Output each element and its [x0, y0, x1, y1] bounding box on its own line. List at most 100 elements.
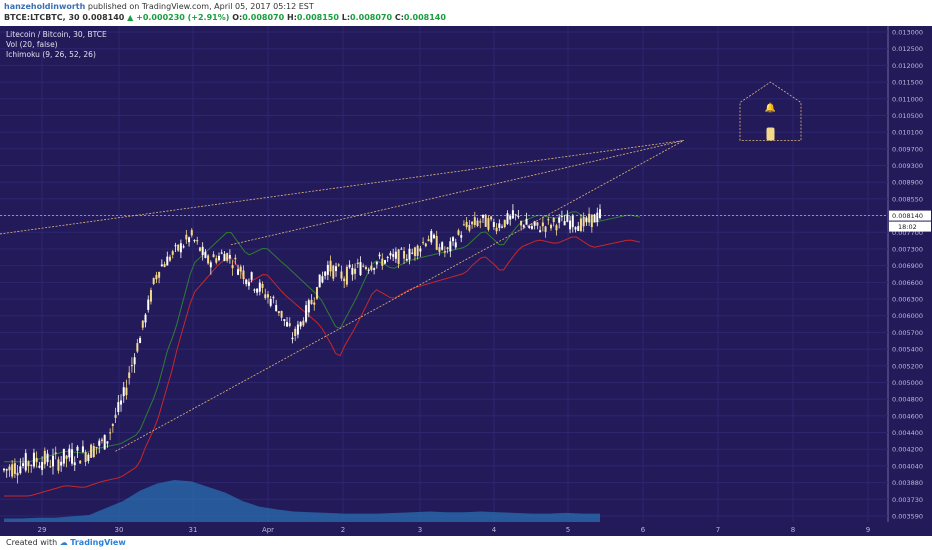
candle-body: [574, 227, 577, 230]
candle-body: [130, 364, 133, 367]
candle-body: [41, 462, 44, 470]
candle-body: [198, 247, 201, 251]
candle-body: [24, 453, 27, 471]
candle-body: [223, 253, 226, 262]
candle-body: [32, 452, 35, 467]
candle-body: [536, 222, 539, 226]
candle-body: [275, 305, 278, 312]
candle-body: [171, 251, 174, 255]
price-tick-label: 0.004800: [892, 396, 923, 404]
candle-body: [98, 440, 101, 446]
candle-body: [408, 248, 411, 260]
candle-body: [179, 243, 182, 253]
candle-body: [315, 287, 318, 299]
candle-body: [38, 465, 41, 468]
candle-body: [318, 274, 321, 288]
candle-body: [280, 310, 283, 318]
candle-body: [185, 234, 188, 240]
candle-body: [90, 444, 93, 458]
candle-body: [152, 278, 155, 284]
candle-body: [446, 247, 449, 249]
candle-body: [188, 237, 191, 243]
tradingview-brand[interactable]: TradingView: [70, 538, 126, 547]
candle-body: [544, 226, 547, 232]
candle-body: [375, 261, 378, 265]
candle-body: [307, 300, 310, 313]
candle-body: [424, 243, 427, 247]
candle-body: [302, 320, 305, 326]
candle-body: [419, 248, 422, 252]
alert-zone[interactable]: 🔔: [739, 81, 802, 141]
price-tick-label: 0.006600: [892, 279, 923, 287]
candle-body: [514, 214, 517, 216]
price-tick-label: 0.011000: [892, 95, 923, 103]
candle-body: [209, 262, 212, 268]
candle-body: [571, 215, 574, 228]
price-tick-label: 0.013000: [892, 29, 923, 37]
candle-body: [356, 262, 359, 264]
candle-body: [27, 461, 30, 467]
time-axis[interactable]: 29 30 31 Apr 2 3 4 5 6 7 8 9: [38, 526, 871, 534]
candle-body: [5, 469, 8, 471]
candle-body: [522, 225, 525, 228]
candle-body: [435, 235, 438, 250]
author-link[interactable]: hanzeholdinworth: [4, 2, 86, 11]
price-tick-label: 0.005200: [892, 362, 923, 370]
tradingview-logo-icon: ☁: [59, 538, 68, 547]
candle-body: [530, 226, 533, 229]
candle-body: [310, 299, 313, 305]
alert-marker-icon: [766, 127, 775, 141]
candle-body: [196, 240, 199, 242]
candle-body: [394, 251, 397, 259]
candle-body: [405, 258, 408, 261]
candle-body: [65, 455, 68, 459]
candle-body: [321, 276, 324, 283]
trendlines[interactable]: [0, 140, 684, 452]
candle-body: [147, 299, 150, 310]
publish-line: hanzeholdinworth published on TradingVie…: [4, 2, 314, 12]
volume-area: [4, 480, 600, 522]
candle-body: [288, 323, 291, 326]
candle-body: [166, 256, 169, 266]
candle-body: [498, 223, 501, 228]
candle-body: [81, 446, 84, 453]
candle-body: [465, 221, 468, 228]
candle-body: [139, 337, 142, 344]
time-tick-label: 8: [791, 526, 795, 534]
candle-body: [343, 278, 346, 282]
last-price-label: 0.008140: [892, 212, 923, 220]
time-tick-label: 30: [115, 526, 124, 534]
candle-body: [182, 246, 185, 248]
candle-body: [158, 272, 161, 278]
price-tick-label: 0.004600: [892, 412, 923, 420]
time-tick-label: 3: [418, 526, 422, 534]
candle-body: [337, 264, 340, 266]
volume-fill: [4, 480, 600, 522]
candle-body: [13, 463, 16, 474]
candle-body: [460, 235, 463, 238]
candle-body: [389, 253, 392, 256]
candle-body: [492, 222, 495, 227]
candle-body: [177, 244, 180, 251]
close-label: C:: [394, 13, 404, 22]
price-tick-label: 0.003730: [892, 496, 923, 504]
high-value: 0.008150: [296, 13, 339, 22]
candle-body: [120, 400, 123, 405]
price-tick-label: 0.004040: [892, 462, 923, 470]
candle-body: [163, 264, 166, 268]
footer: Created with ☁ TradingView: [0, 536, 932, 550]
legend-ichimoku: Ichimoku (9, 26, 52, 26): [6, 50, 96, 59]
price-chart[interactable]: 🔔 0.013000 0.012500 0.012000 0.011500 0.0110…: [0, 26, 932, 536]
candle-body: [3, 468, 5, 471]
candle-body: [30, 464, 33, 466]
candle-body: [155, 274, 158, 280]
price-axis[interactable]: 0.013000 0.012500 0.012000 0.011500 0.011000…: [889, 29, 931, 521]
candle-body: [87, 454, 90, 462]
price-tick-label: 0.003590: [892, 513, 923, 521]
trendline: [0, 140, 684, 235]
candle-body: [57, 459, 60, 471]
candle-body: [329, 260, 332, 272]
price-tick-label: 0.005700: [892, 329, 923, 337]
candle-body: [599, 209, 601, 218]
price-tick-label: 0.004400: [892, 429, 923, 437]
